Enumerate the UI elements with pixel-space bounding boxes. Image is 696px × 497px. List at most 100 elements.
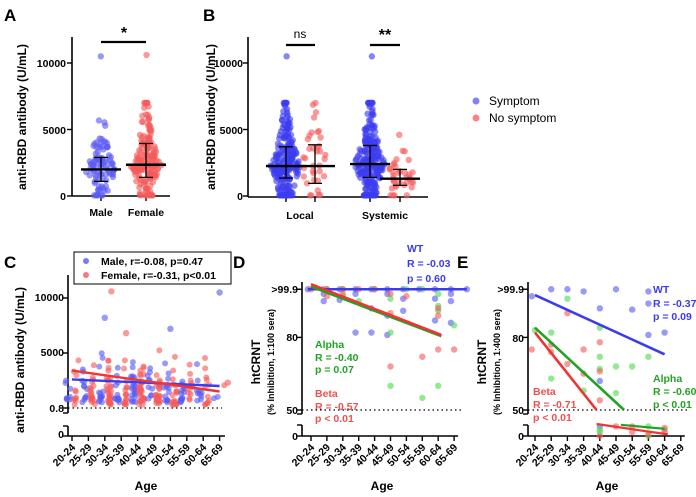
data-point — [408, 184, 415, 191]
data-point-alpha — [548, 329, 555, 336]
data-point — [99, 354, 106, 361]
data-point — [155, 158, 162, 165]
data-point — [399, 147, 406, 155]
data-point — [156, 347, 163, 354]
y-tick-label: 10000 — [37, 58, 66, 70]
alpha-annotation-r: R = -0.40 — [315, 352, 359, 364]
data-point — [133, 166, 140, 173]
data-point — [308, 129, 315, 136]
data-point — [403, 192, 411, 199]
data-point — [314, 177, 322, 184]
data-point — [100, 185, 107, 192]
data-point-wt — [352, 290, 359, 298]
data-point — [194, 361, 201, 368]
wt-annotation-title: WT — [407, 243, 424, 255]
regression-line-beta — [310, 282, 442, 337]
data-point-alpha — [548, 375, 555, 382]
data-point — [275, 158, 283, 165]
beta-annotation-p: p < 0.01 — [533, 412, 572, 424]
y-tick-label: 50 — [286, 405, 298, 417]
data-point — [283, 181, 290, 189]
data-point-wt — [447, 297, 455, 305]
beta-annotation-r: R = -0.57 — [315, 401, 359, 413]
x-axis-label-d: Age — [371, 479, 394, 493]
y-tick-label: 0.8 — [49, 403, 64, 415]
data-point — [121, 398, 128, 405]
data-point — [303, 180, 311, 187]
data-point-beta — [387, 363, 394, 370]
alpha-annotation-title: Alpha — [653, 373, 682, 385]
data-point — [203, 376, 210, 383]
data-point — [140, 151, 147, 159]
data-point-beta — [450, 346, 458, 353]
data-point — [145, 384, 152, 391]
data-point — [194, 390, 201, 397]
data-point — [285, 151, 292, 159]
data-point — [307, 192, 315, 199]
data-point — [177, 399, 184, 406]
panel-label-b: B — [203, 6, 215, 25]
data-point — [368, 192, 376, 199]
significance-marker: * — [121, 25, 128, 42]
data-point-beta — [387, 290, 394, 298]
data-point — [114, 391, 121, 398]
beta-annotation-title: Beta — [533, 386, 556, 398]
data-point — [224, 379, 231, 386]
data-point — [139, 139, 146, 146]
panel-b: anti-RBD antibody (U/mL) 0 5000 10000 Lo… — [204, 27, 556, 222]
data-point — [170, 367, 177, 374]
legend-marker-male — [83, 258, 89, 264]
legend-marker-symptom — [472, 97, 480, 105]
data-point — [104, 397, 111, 404]
data-point — [322, 151, 329, 159]
data-point — [371, 128, 379, 135]
regression-line-female — [71, 369, 220, 393]
data-point — [312, 109, 320, 116]
data-point — [144, 134, 151, 141]
data-point — [387, 192, 394, 199]
regression-line-male — [71, 378, 220, 388]
y-tick-label: 0 — [237, 191, 243, 203]
data-point — [280, 134, 288, 141]
data-point — [356, 146, 363, 153]
data-point — [173, 388, 180, 395]
y-axis-label-c: anti-RBD antibody (U/mL) — [13, 287, 27, 433]
data-point — [87, 396, 94, 403]
data-point — [122, 386, 129, 393]
y-tick-label: 5000 — [43, 125, 67, 137]
legend-label-male: Male, r=-0.08, p=0.47 — [101, 256, 203, 268]
data-point-beta — [403, 293, 410, 300]
data-point-wt — [548, 286, 555, 293]
data-point-beta — [323, 293, 331, 300]
data-point — [98, 350, 105, 357]
data-point — [90, 362, 97, 369]
data-point — [360, 168, 367, 176]
data-point — [169, 376, 176, 383]
data-point-alpha — [596, 353, 603, 360]
data-point — [149, 178, 157, 186]
data-point — [136, 147, 143, 154]
beta-annotation-r: R = -0.71 — [533, 399, 577, 411]
data-point — [172, 398, 179, 405]
data-point-beta — [528, 346, 535, 353]
y-tick-label: 5000 — [220, 125, 244, 137]
data-point — [289, 146, 296, 153]
data-point — [114, 364, 121, 371]
significance-marker: ** — [379, 27, 392, 44]
data-point — [63, 377, 70, 384]
data-point — [116, 399, 123, 406]
data-point — [376, 166, 384, 174]
data-point — [109, 170, 117, 177]
data-point-wt — [400, 307, 407, 314]
data-point — [162, 360, 169, 367]
data-point — [102, 122, 109, 129]
alpha-annotation-title: Alpha — [315, 339, 344, 351]
data-point — [81, 383, 88, 390]
data-point-alpha — [387, 382, 394, 389]
data-point — [87, 160, 95, 168]
data-point — [96, 363, 103, 370]
y-tick-label: 80 — [286, 332, 298, 344]
data-point — [108, 161, 115, 168]
data-point — [81, 396, 88, 403]
data-point — [369, 121, 376, 129]
